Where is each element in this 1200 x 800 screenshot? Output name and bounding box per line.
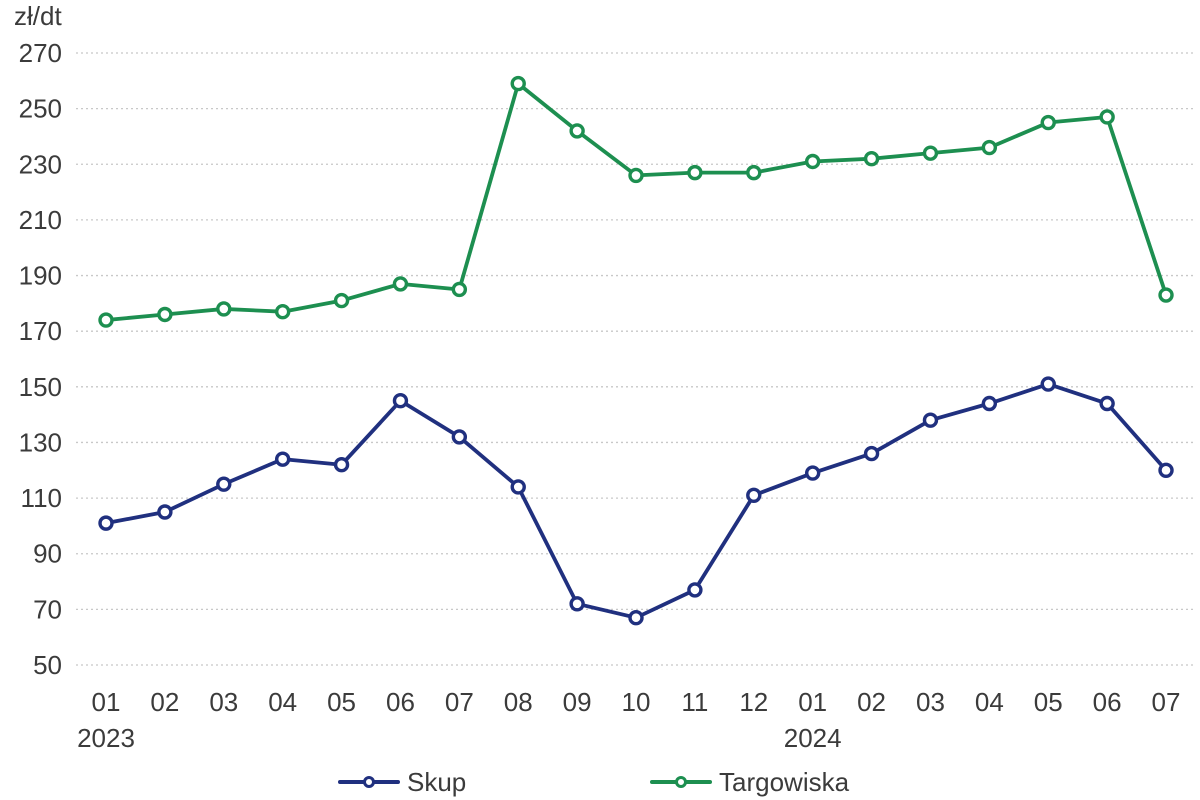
x-axis-tick-label: 01 <box>92 687 121 717</box>
y-axis-unit-label: zł/dt <box>14 1 62 31</box>
x-axis-tick-label: 05 <box>327 687 356 717</box>
legend-label-skup: Skup <box>407 766 467 797</box>
targowiska-data-point <box>333 292 350 309</box>
skup-data-point <box>392 393 409 409</box>
chart-legend: Skup Targowiska <box>0 764 1200 800</box>
x-axis-year-label: 2023 <box>77 723 135 753</box>
y-axis-tick-label: 70 <box>33 594 62 624</box>
targowiska-data-point <box>451 281 468 298</box>
x-axis-year-label: 2024 <box>784 723 842 753</box>
y-axis-tick-label: 230 <box>19 149 62 179</box>
skup-data-point <box>98 515 114 531</box>
targowiska-data-point <box>863 151 880 167</box>
x-axis-tick-label: 10 <box>622 687 651 717</box>
x-axis-tick-label: 06 <box>386 687 415 717</box>
targowiska-line <box>104 81 1168 322</box>
targowiska-data-point <box>569 123 585 139</box>
skup-data-point <box>157 504 173 520</box>
targowiska-data-point <box>746 164 762 181</box>
targowiska-data-point <box>922 145 939 161</box>
plot-area: 270 250 230 210 190 170 150 130 110 90 70 50 01 02 03 0… <box>19 38 1196 753</box>
skup-data-point <box>333 457 350 473</box>
y-axis-tick-label: 270 <box>19 38 62 68</box>
targowiska-data-point <box>981 139 998 156</box>
skup-data-point <box>687 582 703 598</box>
skup-data-point <box>863 445 880 462</box>
x-axis-tick-label: 07 <box>445 687 474 717</box>
y-axis-tick-label: 190 <box>19 261 62 291</box>
targowiska-data-point <box>628 167 644 184</box>
targowiska-data-point <box>510 75 526 92</box>
skup-data-point <box>216 476 232 492</box>
skup-line <box>104 382 1168 620</box>
skup-data-point <box>1158 462 1174 478</box>
targowiska-data-point <box>216 301 232 317</box>
y-axis-tick-label: 210 <box>19 205 62 235</box>
ring-icon <box>363 776 375 788</box>
y-axis-tick-label: 250 <box>19 94 62 124</box>
skup-data-point <box>569 596 585 612</box>
y-axis-tick-label: 90 <box>33 539 62 569</box>
y-axis-tick-label: 170 <box>19 316 62 346</box>
ring-icon <box>675 776 687 788</box>
skup-data-point <box>746 487 762 504</box>
targowiska-data-point <box>392 276 409 292</box>
skup-data-point <box>1099 395 1115 412</box>
y-axis-tick-label: 150 <box>19 372 62 402</box>
x-axis-tick-label: 03 <box>209 687 238 717</box>
skup-data-point <box>922 412 939 428</box>
legend-label-targowiska: Targowiska <box>719 766 850 797</box>
x-axis-tick-label: 01 <box>798 687 827 717</box>
x-axis-tick-label: 02 <box>857 687 886 717</box>
skup-data-point <box>274 451 291 467</box>
x-axis-tick-label: 04 <box>975 687 1004 717</box>
targowiska-data-point <box>1099 109 1115 125</box>
x-axis-tick-label: 09 <box>563 687 592 717</box>
x-axis-tick-label: 06 <box>1093 687 1122 717</box>
x-axis-tick-label: 03 <box>916 687 945 717</box>
x-axis-tick-label: 07 <box>1152 687 1181 717</box>
targowiska-data-point <box>1040 114 1056 131</box>
x-axis-tick-label: 11 <box>681 687 708 717</box>
y-axis-tick-label: 50 <box>33 650 62 680</box>
skup-series-marker-icon <box>338 776 400 788</box>
targowiska-data-point <box>1158 287 1174 303</box>
x-axis-tick-label: 08 <box>504 687 533 717</box>
skup-data-point <box>1040 376 1056 392</box>
targowiska-data-point <box>274 304 291 320</box>
x-axis-tick-label: 04 <box>268 687 297 717</box>
targowiska-data-point <box>687 164 703 181</box>
skup-data-point <box>804 465 821 481</box>
skup-data-point <box>451 429 468 445</box>
legend-item-skup: Skup <box>338 764 466 800</box>
targowiska-data-point <box>804 153 821 170</box>
skup-data-point <box>981 395 998 412</box>
targowiska-data-point <box>98 312 114 328</box>
x-axis-tick-label: 02 <box>150 687 179 717</box>
legend-item-targowiska: Targowiska <box>650 764 849 800</box>
targowiska-data-point <box>157 306 173 323</box>
x-axis-tick-label: 12 <box>739 687 768 717</box>
skup-data-point <box>628 610 644 626</box>
y-axis-tick-label: 110 <box>21 483 62 513</box>
y-axis-tick-label: 130 <box>19 427 62 457</box>
x-axis-tick-label: 05 <box>1034 687 1063 717</box>
skup-data-point <box>510 479 526 495</box>
targowiska-series-marker-icon <box>650 776 712 788</box>
